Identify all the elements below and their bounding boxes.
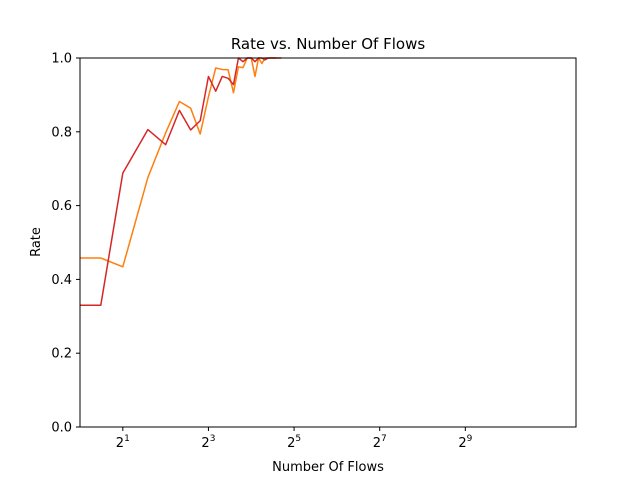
axes-frame — [79, 57, 577, 428]
y-tick-label: 0.2 — [51, 347, 72, 362]
y-axis-ticks: 0.0 0.2 0.4 0.6 0.8 1.0 — [51, 52, 80, 436]
y-tick-label: 0.6 — [51, 199, 72, 214]
y-tick-label: 0.0 — [51, 421, 72, 436]
series-layer — [80, 57, 282, 306]
x-axis-ticks: 21 23 25 27 29 — [116, 427, 473, 451]
x-axis-title: Number Of Flows — [272, 460, 384, 475]
y-tick-label: 0.8 — [51, 125, 72, 140]
x-tick-label: 21 — [116, 434, 130, 451]
chart-title: Rate vs. Number Of Flows — [231, 35, 426, 53]
series-line-2 — [80, 57, 282, 306]
x-tick-label: 29 — [458, 434, 472, 451]
y-tick-label: 1.0 — [51, 52, 72, 67]
y-tick-label: 0.4 — [51, 273, 72, 288]
y-axis-title: Rate — [29, 227, 44, 257]
x-tick-label: 23 — [201, 434, 215, 451]
x-tick-label: 27 — [373, 434, 387, 451]
x-tick-label: 25 — [287, 434, 301, 451]
